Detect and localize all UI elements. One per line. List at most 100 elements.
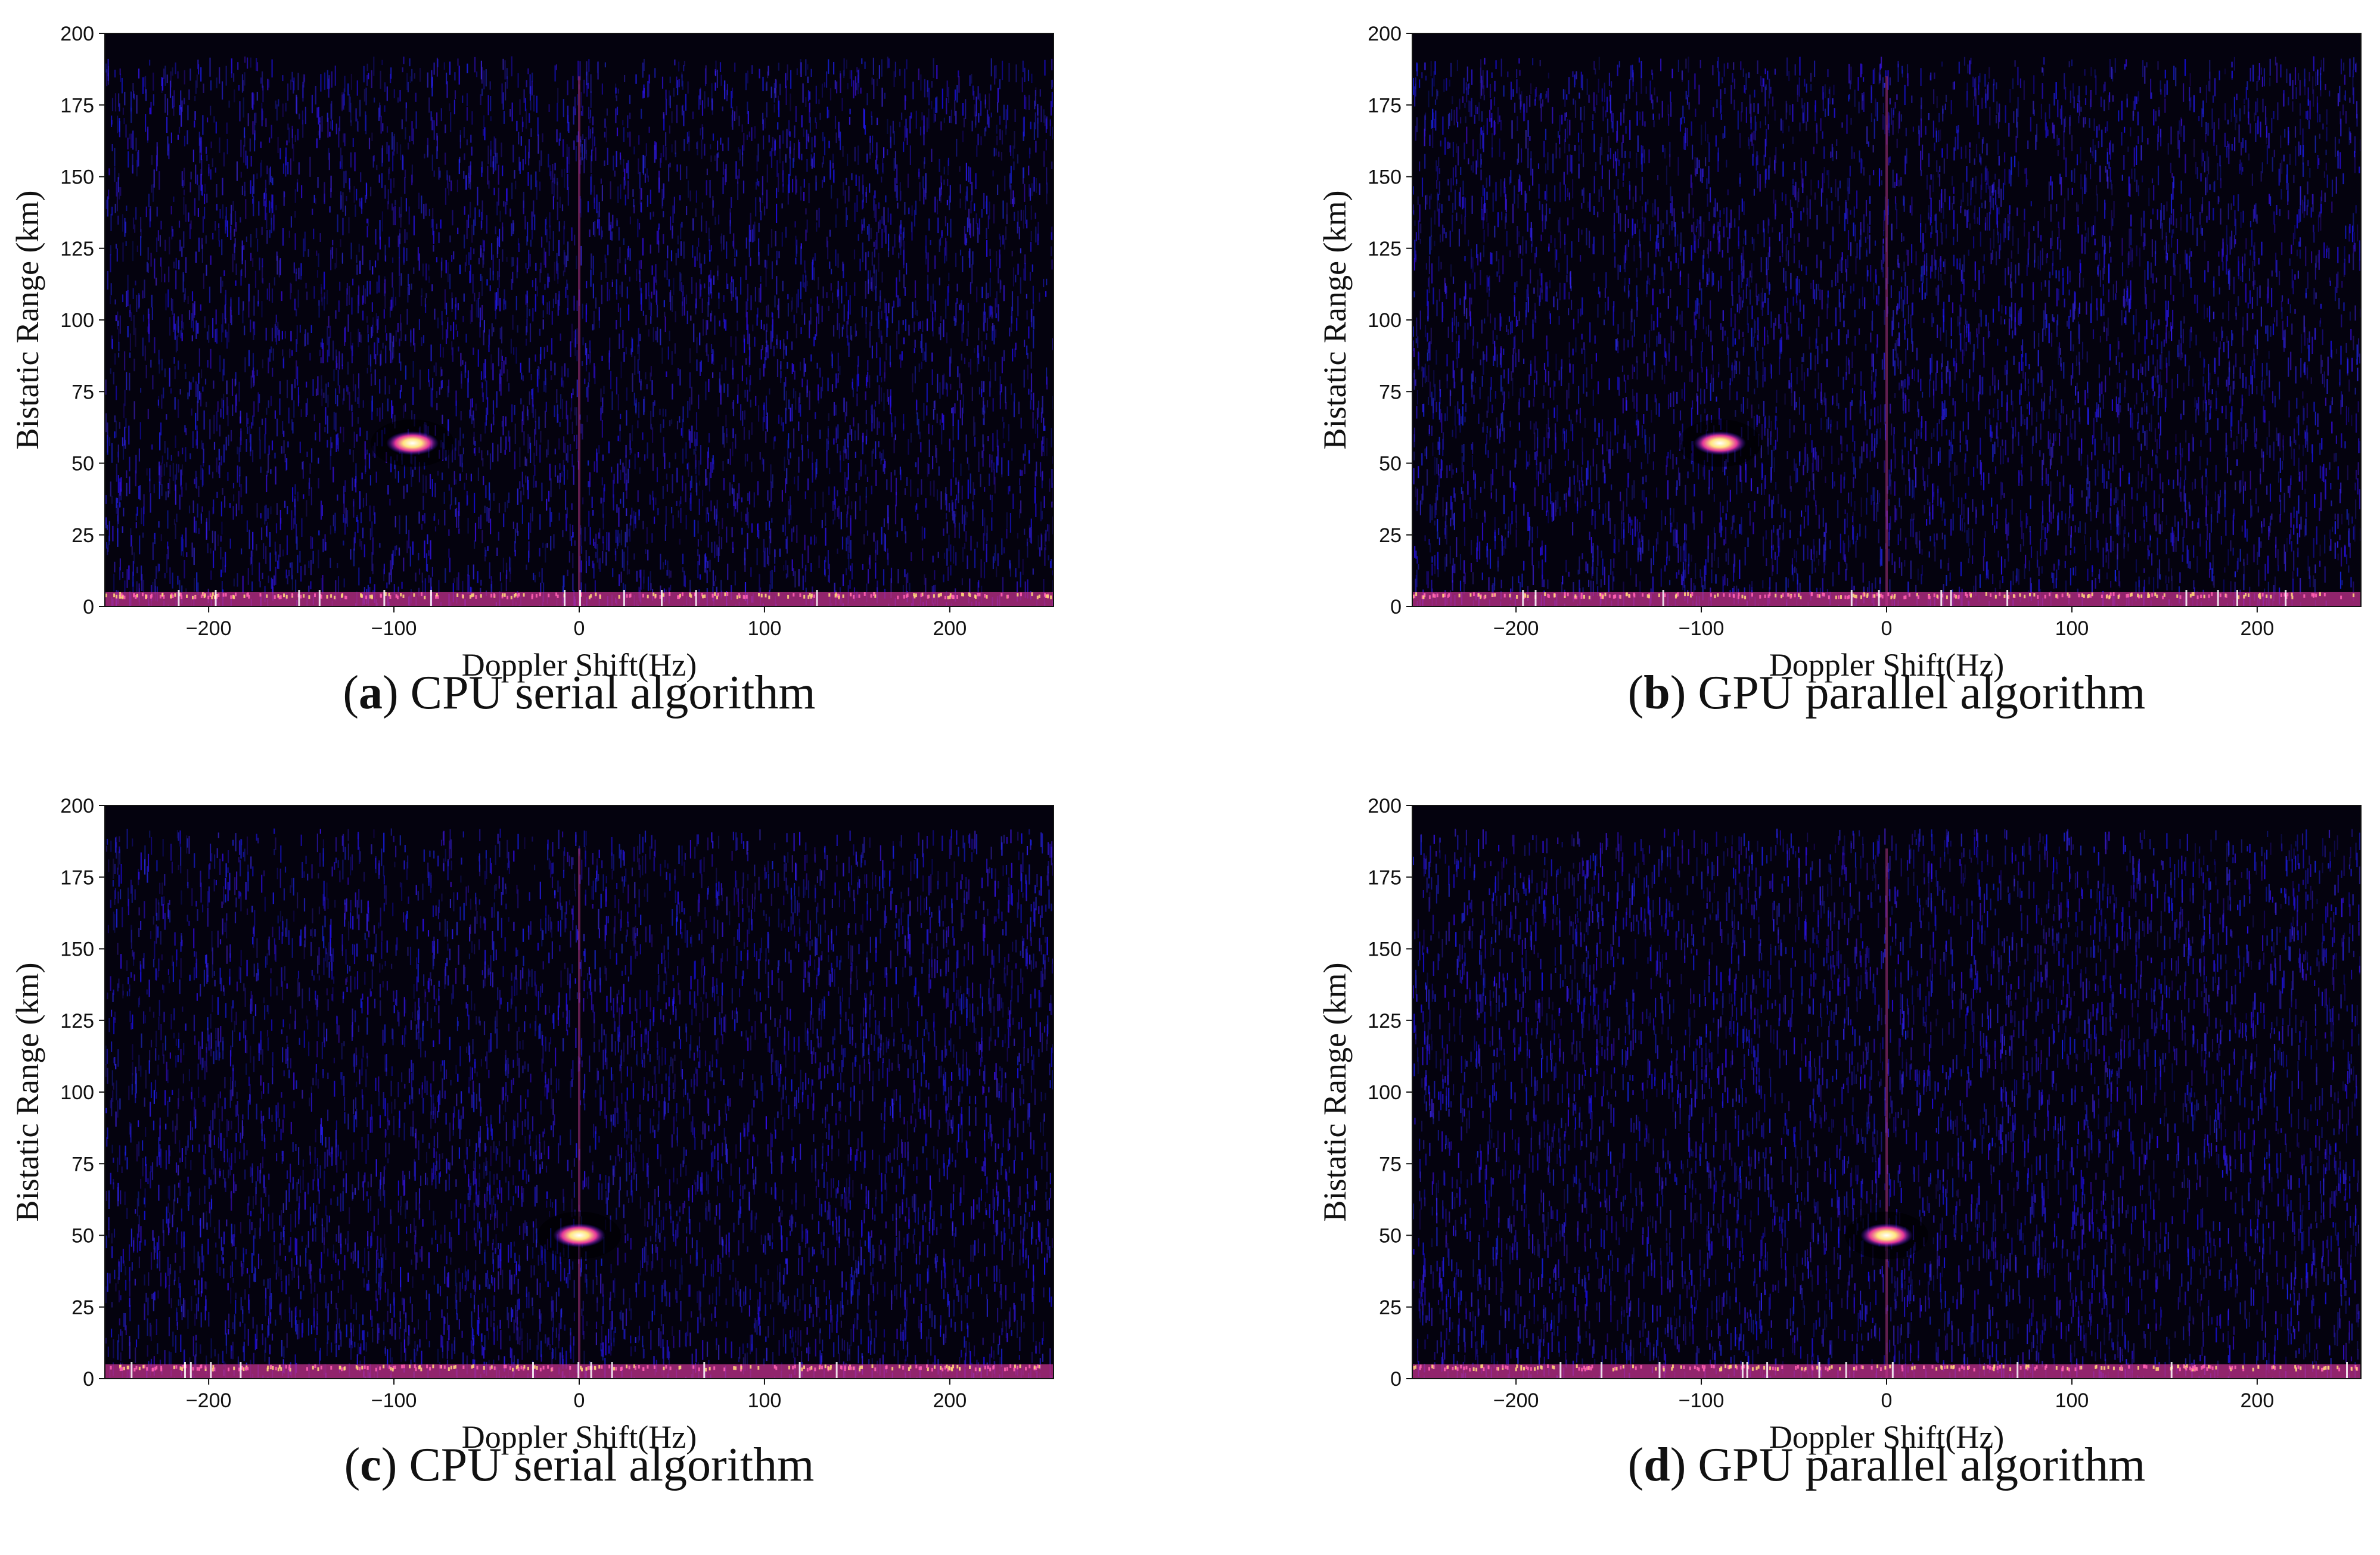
y-tick-label: 50 (72, 1225, 94, 1248)
target-0 (1694, 431, 1747, 455)
x-tick-label: 100 (2055, 617, 2089, 640)
y-tick-label: 50 (72, 453, 94, 475)
y-axis-label: Bistatic Range (km) (10, 191, 45, 450)
y-tick-label: 75 (1379, 381, 1402, 403)
y-tick-label: 125 (60, 238, 94, 260)
y-tick-label: 100 (60, 1081, 94, 1104)
y-tick-label: 150 (1368, 166, 1402, 189)
y-tick-label: 200 (1368, 795, 1402, 817)
x-tick-label: 100 (748, 617, 782, 640)
y-tick-label: 75 (1379, 1153, 1402, 1175)
y-tick-label: 50 (1379, 1225, 1402, 1248)
x-axis-label: Doppler Shift(Hz) (462, 1419, 697, 1455)
y-tick-label: 175 (1368, 94, 1402, 117)
heatmap-d (1412, 828, 2361, 1379)
y-tick-label: 125 (1368, 238, 1402, 260)
y-tick-label: 100 (1368, 309, 1402, 332)
noise-texture (1412, 828, 2361, 1379)
near-range-clutter (1412, 592, 2361, 607)
y-tick-label: 0 (83, 1368, 94, 1391)
heatmap-a (105, 56, 1054, 607)
zero-doppler-line (578, 76, 580, 607)
caption-open-paren: ( (343, 667, 359, 719)
y-tick-label: 0 (83, 596, 94, 618)
y-tick-label: 175 (60, 94, 94, 117)
target-0 (553, 1223, 605, 1248)
x-tick-label: 200 (2241, 1389, 2275, 1412)
zero-doppler-line (578, 848, 580, 1379)
y-tick-label: 100 (60, 309, 94, 332)
x-tick-label: −200 (186, 617, 232, 640)
caption-open-paren: ( (344, 1439, 361, 1491)
noise-texture (105, 56, 1054, 607)
x-tick-label: 0 (1881, 617, 1893, 640)
caption-letter: a (359, 667, 383, 719)
y-tick-label: 200 (60, 23, 94, 45)
x-tick-label: −100 (371, 1389, 417, 1412)
axes-a: −200 −100 0 100 200 0 25 50 75 100 125 150 175 200 Dop… (10, 23, 1054, 683)
zero-doppler-line (1885, 76, 1888, 607)
caption-open-paren: ( (1628, 1439, 1644, 1491)
y-tick-label: 150 (60, 166, 94, 189)
x-tick-label: −200 (186, 1389, 232, 1412)
axes-frame (1412, 33, 2362, 607)
panel-caption-d: (d) GPU parallel algorithm (1412, 1438, 2361, 1492)
y-tick-label: 175 (1368, 866, 1402, 889)
y-tick-label: 25 (72, 1296, 94, 1319)
plot-area-b (1412, 33, 2361, 607)
y-tick-label: 25 (1379, 1296, 1402, 1319)
y-tick-label: 150 (60, 938, 94, 961)
caption-text: ) CPU serial algorithm (383, 667, 816, 719)
axes-c: −200 −100 0 100 200 0 25 50 75 100 125 150 175 200 Dop… (10, 795, 1054, 1455)
y-tick-label: 0 (1390, 596, 1402, 618)
x-tick-label: 200 (2241, 617, 2275, 640)
x-tick-label: 100 (748, 1389, 782, 1412)
axes-b: −200 −100 0 100 200 0 25 50 75 100 125 150 175 200 Dop… (1317, 23, 2362, 683)
panel-caption-a: (a) CPU serial algorithm (105, 666, 1054, 720)
heatmap-b (1412, 56, 2361, 607)
x-tick-label: 200 (933, 1389, 967, 1412)
caption-text: ) GPU parallel algorithm (1670, 1439, 2146, 1491)
x-tick-label: 0 (574, 1389, 585, 1412)
axes-d: −200 −100 0 100 200 0 25 50 75 100 125 150 175 200 Dop… (1317, 795, 2362, 1455)
y-tick-label: 200 (60, 795, 94, 817)
x-tick-label: −100 (1679, 1389, 1725, 1412)
caption-open-paren: ( (1628, 667, 1644, 719)
noise-texture (1412, 56, 2361, 607)
target-0 (386, 431, 439, 455)
plot-area-a (105, 33, 1054, 607)
plot-area-c (105, 806, 1054, 1379)
panel-caption-c: (c) CPU serial algorithm (105, 1438, 1054, 1492)
y-axis-label: Bistatic Range (km) (10, 963, 45, 1222)
y-tick-label: 50 (1379, 453, 1402, 475)
y-tick-label: 100 (1368, 1081, 1402, 1104)
x-tick-label: −200 (1493, 617, 1539, 640)
caption-letter: d (1643, 1439, 1670, 1491)
caption-letter: b (1643, 667, 1670, 719)
y-tick-label: 75 (72, 1153, 94, 1175)
x-tick-label: −200 (1493, 1389, 1539, 1412)
zero-doppler-line (1885, 848, 1888, 1379)
caption-text: ) GPU parallel algorithm (1670, 667, 2146, 719)
y-tick-label: 125 (60, 1010, 94, 1032)
x-tick-label: 200 (933, 617, 967, 640)
y-tick-label: 150 (1368, 938, 1402, 961)
caption-text: ) CPU serial algorithm (381, 1439, 815, 1491)
y-tick-label: 175 (60, 866, 94, 889)
x-tick-label: 0 (574, 617, 585, 640)
x-axis-label: Doppler Shift(Hz) (1769, 1419, 2004, 1455)
y-tick-label: 25 (1379, 524, 1402, 547)
axes-frame (104, 33, 1054, 607)
y-tick-label: 125 (1368, 1010, 1402, 1032)
plot-area-d (1412, 806, 2361, 1379)
x-axis-label: Doppler Shift(Hz) (462, 647, 697, 683)
x-axis-label: Doppler Shift(Hz) (1769, 647, 2004, 683)
y-tick-label: 25 (72, 524, 94, 547)
x-tick-label: −100 (371, 617, 417, 640)
y-axis-label: Bistatic Range (km) (1317, 191, 1353, 450)
caption-letter: c (360, 1439, 381, 1491)
y-tick-label: 0 (1390, 1368, 1402, 1391)
axes-frame (1412, 805, 2362, 1379)
x-tick-label: −100 (1679, 617, 1725, 640)
panel-caption-b: (b) GPU parallel algorithm (1412, 666, 2361, 720)
